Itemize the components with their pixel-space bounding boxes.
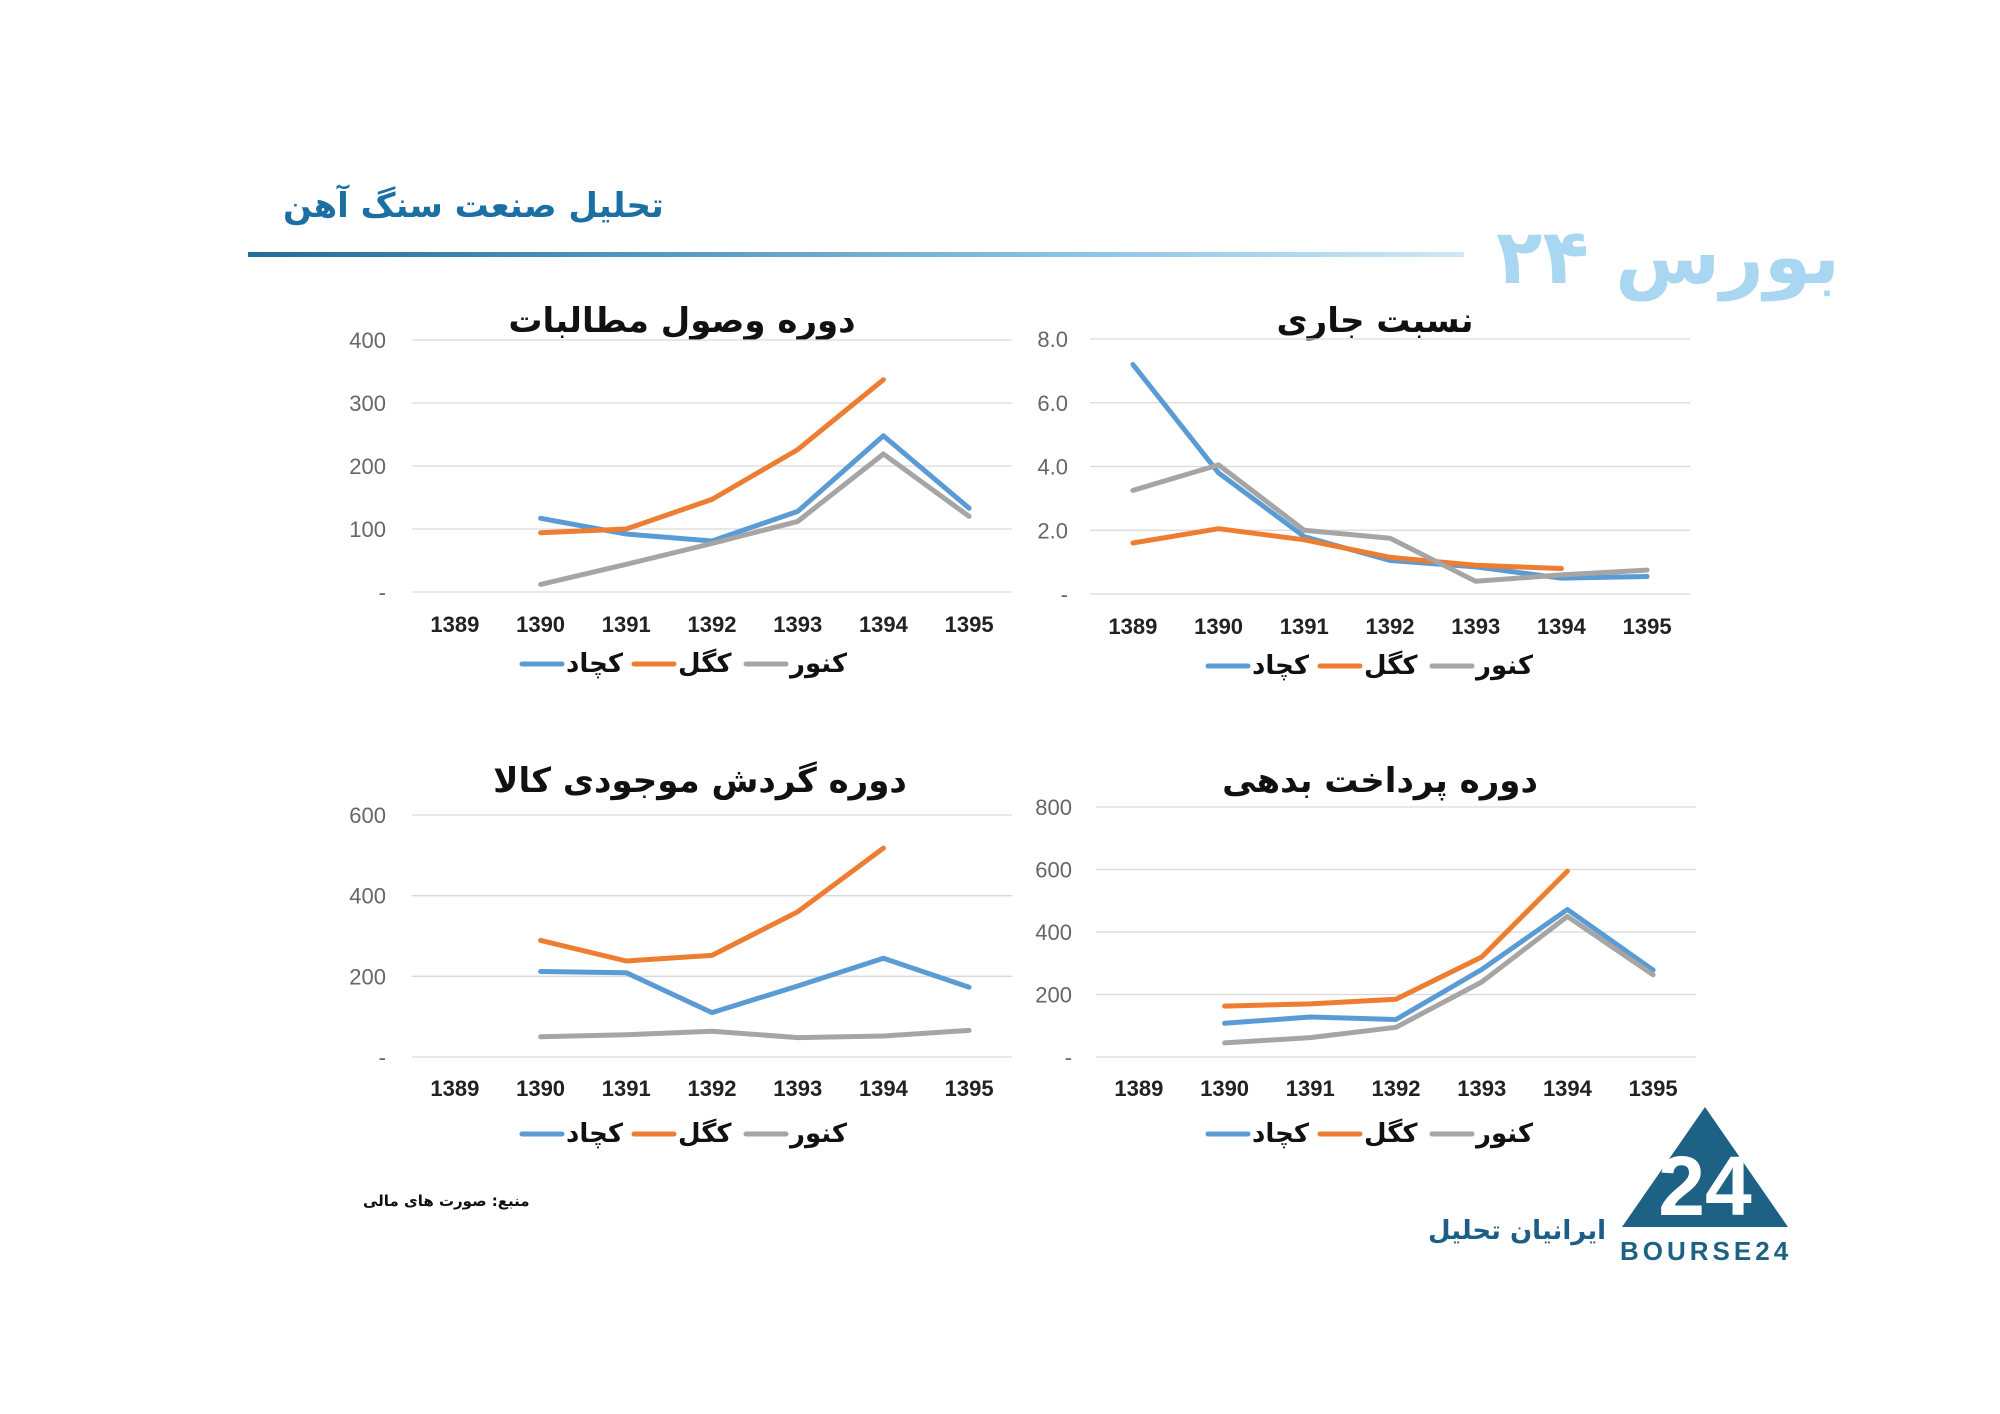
y-tick-label: 200 xyxy=(1035,983,1072,1008)
company-name: ایرانیان تحلیل xyxy=(1428,1216,1607,1246)
y-tick-label: - xyxy=(379,580,386,605)
chart-title: دوره وصول مطالبات xyxy=(508,301,855,341)
series-line-2 xyxy=(1130,462,1650,584)
x-tick-label: 1392 xyxy=(1366,614,1415,639)
y-tick-label: 2.0 xyxy=(1037,518,1068,543)
x-tick-label: 1389 xyxy=(430,1076,479,1101)
x-tick-label: 1394 xyxy=(859,612,909,637)
y-tick-label: 400 xyxy=(349,884,386,909)
legend-label: کگل xyxy=(678,1118,732,1149)
x-tick-label: 1392 xyxy=(688,612,737,637)
x-tick-label: 1389 xyxy=(430,612,479,637)
bourse24-logo-icon: 24 xyxy=(1622,1107,1788,1230)
y-tick-label: 400 xyxy=(349,328,386,353)
y-tick-label: 100 xyxy=(349,517,386,542)
logo-label: BOURSE24 xyxy=(1620,1236,1793,1266)
x-tick-label: 1394 xyxy=(1543,1076,1593,1101)
legend-label: کچاد xyxy=(1252,651,1310,681)
y-tick-label: 200 xyxy=(349,964,386,989)
y-tick-label: 600 xyxy=(1035,858,1072,883)
page-title: تحلیل صنعت سنگ آهن xyxy=(283,186,664,226)
y-tick-label: 800 xyxy=(1035,795,1072,820)
x-tick-label: 1395 xyxy=(945,612,994,637)
x-tick-label: 1390 xyxy=(516,1076,565,1101)
brand-logo: بورس ۲۴ xyxy=(1496,212,1841,301)
x-tick-label: 1395 xyxy=(1629,1076,1678,1101)
series-line-2 xyxy=(538,1027,972,1041)
y-tick-label: 600 xyxy=(349,803,386,828)
series-line-0 xyxy=(1130,362,1650,581)
chart-receivables-period: دوره وصول مطالبات - 100 200 300 400 1389 1390 13… xyxy=(349,301,1012,679)
legend-label: کگل xyxy=(1364,1118,1418,1149)
x-tick-label: 1395 xyxy=(945,1076,994,1101)
x-tick-label: 1390 xyxy=(1194,614,1243,639)
y-tick-label: 6.0 xyxy=(1037,391,1068,416)
x-tick-label: 1390 xyxy=(1200,1076,1249,1101)
series-line-0 xyxy=(1222,907,1656,1026)
x-tick-label: 1395 xyxy=(1623,614,1672,639)
y-tick-label: - xyxy=(379,1045,386,1070)
legend-label: کنور xyxy=(788,1119,848,1149)
x-tick-label: 1391 xyxy=(1280,614,1329,639)
x-tick-label: 1391 xyxy=(1286,1076,1335,1101)
x-tick-label: 1392 xyxy=(688,1076,737,1101)
legend-label: کچاد xyxy=(566,649,624,679)
y-tick-label: 300 xyxy=(349,391,386,416)
chart-payables-period: دوره پرداخت بدهی - 200 400 600 800 1389 1390 139… xyxy=(1035,761,1696,1149)
y-tick-label: 8.0 xyxy=(1037,327,1068,352)
x-tick-label: 1393 xyxy=(1451,614,1500,639)
x-tick-label: 1393 xyxy=(1457,1076,1506,1101)
x-tick-label: 1390 xyxy=(516,612,565,637)
chart-current-ratio: نسبت جاری - 2.0 4.0 6.0 8.0 1389 1390 1391 1392 13… xyxy=(1037,301,1690,681)
x-tick-label: 1393 xyxy=(773,1076,822,1101)
x-tick-label: 1393 xyxy=(773,612,822,637)
x-tick-label: 1394 xyxy=(1537,614,1587,639)
legend-label: کنور xyxy=(788,649,848,679)
source-note: منبع: صورت های مالی xyxy=(363,1192,530,1210)
legend-label: کنور xyxy=(1474,651,1534,681)
legend-label: کگل xyxy=(678,648,732,679)
y-tick-label: 200 xyxy=(349,454,386,479)
series-line-2 xyxy=(1222,913,1656,1046)
y-tick-label: 400 xyxy=(1035,920,1072,945)
series-line-0 xyxy=(538,955,972,1016)
chart-inventory-period: دوره گردش موجودی کالا - 200 400 600 1389 1390 1… xyxy=(349,761,1012,1149)
x-tick-label: 1392 xyxy=(1372,1076,1421,1101)
logo-number: 24 xyxy=(1658,1139,1752,1230)
series-line-1 xyxy=(538,377,886,536)
legend-label: کچاد xyxy=(566,1119,624,1149)
series-line-1 xyxy=(538,845,886,964)
series-line-1 xyxy=(1222,868,1570,1009)
x-tick-label: 1394 xyxy=(859,1076,909,1101)
x-tick-label: 1391 xyxy=(602,1076,651,1101)
y-tick-label: - xyxy=(1065,1045,1072,1070)
series-line-0 xyxy=(538,433,972,544)
x-tick-label: 1391 xyxy=(602,612,651,637)
x-tick-label: 1389 xyxy=(1108,614,1157,639)
chart-title: نسبت جاری xyxy=(1276,301,1473,341)
legend-label: کگل xyxy=(1364,650,1418,681)
y-tick-label: 4.0 xyxy=(1037,455,1068,480)
series-line-2 xyxy=(538,451,972,587)
legend-label: کنور xyxy=(1474,1119,1534,1149)
header-divider xyxy=(248,252,1464,257)
x-tick-label: 1389 xyxy=(1114,1076,1163,1101)
chart-title: دوره پرداخت بدهی xyxy=(1222,761,1538,801)
series-line-1 xyxy=(1130,526,1564,571)
chart-title: دوره گردش موجودی کالا xyxy=(493,761,907,801)
y-tick-label: - xyxy=(1061,582,1068,607)
legend-label: کچاد xyxy=(1252,1119,1310,1149)
